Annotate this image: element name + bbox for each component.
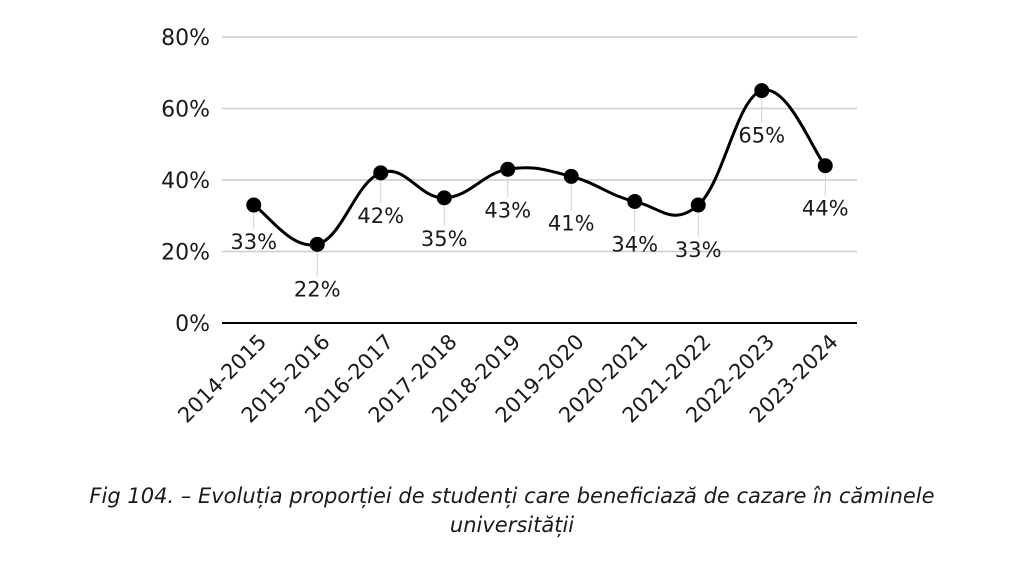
data-points xyxy=(246,83,833,252)
y-axis-tick-labels: 0% 20% 40% 60% 80% xyxy=(161,26,210,337)
data-label: 41% xyxy=(548,211,595,235)
data-label: 22% xyxy=(294,277,341,301)
caption-line-2: universității xyxy=(449,513,575,537)
label-leader-lines xyxy=(253,98,826,277)
y-tick-label: 40% xyxy=(161,169,210,194)
data-point xyxy=(563,168,579,184)
line-chart: 0% 20% 40% 60% 80% 33% 22% 42% 35% 43% 41% 34% 33% 6… xyxy=(161,26,857,428)
caption-line-1: Fig 104. – Evoluția proporției de studen… xyxy=(89,484,935,508)
series-line xyxy=(252,88,827,247)
data-labels: 33% 22% 42% 35% 43% 41% 34% 33% 65% 44% xyxy=(230,124,848,302)
data-label: 33% xyxy=(230,230,277,254)
data-point xyxy=(373,165,389,181)
data-point xyxy=(246,197,262,213)
data-label: 65% xyxy=(738,124,785,148)
data-point xyxy=(309,236,325,252)
x-axis-tick-labels: 2014-20152015-20162016-20172017-20182018… xyxy=(173,330,842,428)
data-label: 43% xyxy=(484,198,531,222)
data-point xyxy=(436,190,452,206)
data-point xyxy=(500,161,516,177)
y-tick-label: 60% xyxy=(161,98,210,123)
data-point xyxy=(690,197,706,213)
data-label: 35% xyxy=(421,227,468,251)
data-point xyxy=(754,83,770,99)
y-tick-label: 20% xyxy=(161,241,210,266)
y-tick-label: 80% xyxy=(161,26,210,51)
data-label: 34% xyxy=(611,232,658,256)
y-tick-label: 0% xyxy=(175,312,210,337)
data-label: 33% xyxy=(675,238,722,262)
data-point xyxy=(627,193,643,209)
data-point xyxy=(817,158,833,174)
data-label: 42% xyxy=(357,204,404,228)
data-label: 44% xyxy=(802,197,849,221)
figure-caption: Fig 104. – Evoluția proporției de studen… xyxy=(0,482,1024,540)
gridlines xyxy=(222,36,857,253)
